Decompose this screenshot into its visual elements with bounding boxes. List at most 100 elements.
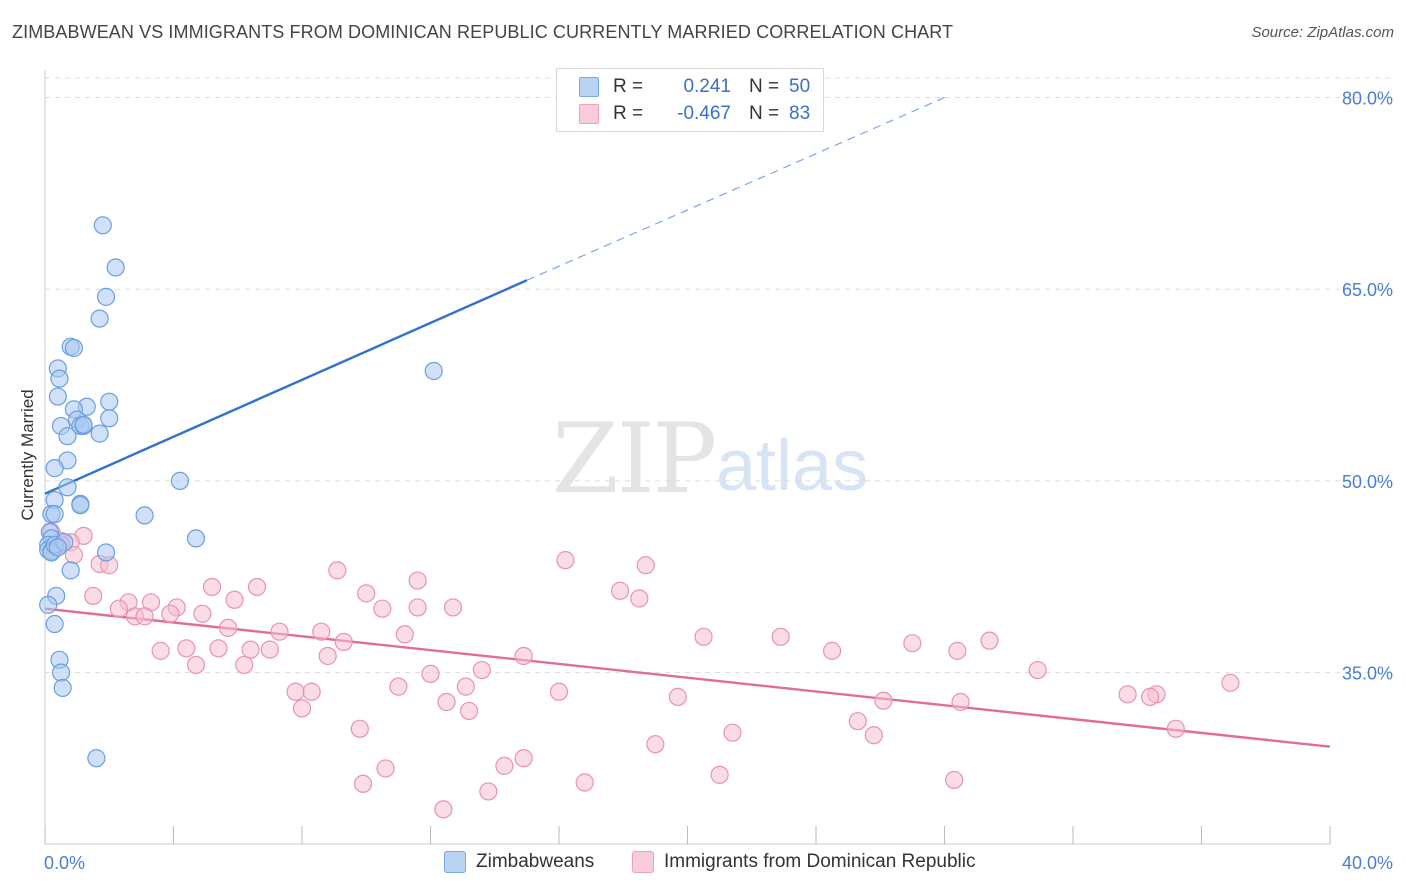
trend-line-zimbabweans-extension xyxy=(526,96,945,281)
point-dominican xyxy=(822,641,842,660)
point-dominican xyxy=(514,646,533,666)
point-zimbabweans xyxy=(424,361,443,381)
point-dominican xyxy=(421,664,440,683)
point-dominican xyxy=(575,773,594,792)
point-dominican xyxy=(514,749,533,768)
point-dominican xyxy=(610,581,630,600)
data-points xyxy=(39,216,1240,819)
bottom-legend-dominican: Immigrants from Dominican Republic xyxy=(632,851,976,873)
point-dominican xyxy=(350,719,369,738)
point-zimbabweans xyxy=(45,614,64,634)
point-dominican xyxy=(903,634,922,653)
point-zimbabweans xyxy=(90,424,109,443)
point-dominican xyxy=(408,598,427,617)
point-dominican xyxy=(186,655,206,675)
x-tick-label: 0.0% xyxy=(44,853,85,873)
source-credit: Source: ZipAtlas.com xyxy=(1251,24,1394,41)
watermark-atlas: atlas xyxy=(716,426,868,506)
point-zimbabweans xyxy=(45,505,64,524)
point-dominican xyxy=(235,655,254,675)
point-dominican xyxy=(1166,719,1185,738)
point-dominican xyxy=(286,682,305,701)
trend-line-dominican xyxy=(44,607,1331,748)
point-dominican xyxy=(1028,660,1047,680)
point-dominican xyxy=(177,639,196,658)
legend-r-label: R = xyxy=(613,76,644,97)
trend-lines xyxy=(44,96,1331,748)
point-dominican xyxy=(556,551,575,570)
point-dominican xyxy=(389,677,408,696)
legend-box: R = 0.241 N = 50 R = -0.467 N = 83 xyxy=(556,68,824,132)
grid-lines xyxy=(45,77,1392,674)
point-dominican xyxy=(373,599,392,618)
point-dominican xyxy=(864,726,883,745)
point-dominican xyxy=(848,712,867,731)
point-zimbabweans xyxy=(96,543,116,562)
legend-swatch-pink xyxy=(579,104,599,124)
point-dominican xyxy=(241,640,260,659)
point-dominican xyxy=(443,598,463,617)
point-dominican xyxy=(270,622,289,641)
legend-r-value: -0.467 xyxy=(677,103,731,124)
point-dominican xyxy=(408,571,427,590)
point-zimbabweans xyxy=(53,678,72,698)
point-zimbabweans xyxy=(186,529,206,548)
y-tick-label: 50.0% xyxy=(1342,472,1393,492)
y-tick-label: 35.0% xyxy=(1342,664,1393,684)
bottom-legend-swatch-blue xyxy=(444,851,466,873)
tick-labels: 35.0% 50.0% 65.0% 80.0% 0.0% 40.0% xyxy=(44,89,1393,874)
point-dominican xyxy=(771,627,790,646)
watermark: ZIP atlas xyxy=(552,403,868,515)
bottom-legend-swatch-pink xyxy=(632,851,654,873)
point-dominican xyxy=(328,561,347,580)
point-dominican xyxy=(292,699,312,718)
chart-title: ZIMBABWEAN VS IMMIGRANTS FROM DOMINICAN … xyxy=(12,22,954,42)
point-dominican xyxy=(646,735,665,754)
point-dominican xyxy=(1221,673,1240,692)
point-zimbabweans xyxy=(64,338,84,358)
point-zimbabweans xyxy=(74,415,93,434)
legend-n-value: 50 xyxy=(789,76,811,97)
legend-r-value: 0.241 xyxy=(683,76,731,97)
legend-swatch-blue xyxy=(579,77,599,97)
point-dominican xyxy=(668,687,687,706)
point-dominican xyxy=(318,646,337,666)
point-dominican xyxy=(479,782,498,801)
point-dominican xyxy=(874,691,893,710)
point-dominican xyxy=(630,589,649,608)
legend-r-label: R = xyxy=(613,103,644,124)
point-dominican xyxy=(1140,687,1160,706)
y-tick-label: 80.0% xyxy=(1342,89,1393,109)
point-dominican xyxy=(135,607,154,626)
point-dominican xyxy=(260,640,279,659)
point-dominican xyxy=(151,641,170,660)
point-zimbabweans xyxy=(45,459,64,478)
point-dominican xyxy=(109,599,128,618)
point-zimbabweans xyxy=(93,216,112,235)
point-dominican xyxy=(472,660,491,680)
point-zimbabweans xyxy=(96,287,116,306)
point-dominican xyxy=(225,590,244,609)
legend-row-zimbabweans: R = 0.241 N = 50 xyxy=(579,74,810,100)
y-tick-label: 65.0% xyxy=(1342,280,1393,300)
point-dominican xyxy=(334,632,353,652)
point-zimbabweans xyxy=(51,663,71,682)
point-zimbabweans xyxy=(58,427,77,446)
watermark-zip: ZIP xyxy=(552,403,715,515)
legend-n-label: N = xyxy=(749,76,780,97)
point-dominican xyxy=(219,618,238,637)
legend-row-dominican: R = -0.467 N = 83 xyxy=(579,101,810,127)
bottom-legend-zimbabweans: Zimbabweans xyxy=(444,851,594,873)
axes xyxy=(44,70,1331,845)
point-dominican xyxy=(302,682,321,701)
point-dominican xyxy=(202,577,222,597)
point-dominican xyxy=(353,774,373,793)
bottom-legend-label: Zimbabweans xyxy=(476,851,595,872)
point-zimbabweans xyxy=(106,258,125,277)
point-zimbabweans xyxy=(48,538,67,557)
point-dominican xyxy=(694,627,713,646)
x-tick-label: 40.0% xyxy=(1342,853,1393,873)
point-dominican xyxy=(395,625,414,644)
point-dominican xyxy=(357,584,376,603)
point-dominican xyxy=(945,770,964,790)
